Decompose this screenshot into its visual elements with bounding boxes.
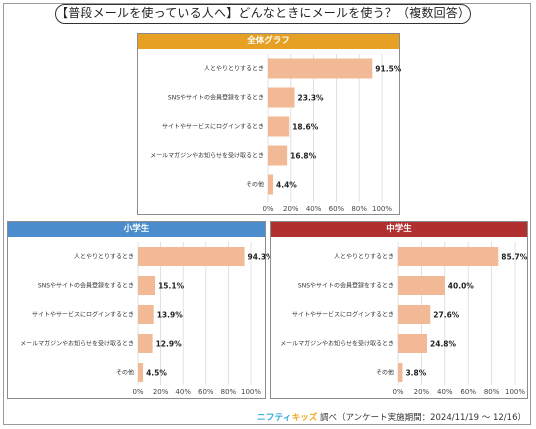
category-label: SNSやサイトの会員登録をするとき [298,282,394,290]
bar-value-label: 24.8% [430,340,457,349]
elementary-chart-header: 小学生 [8,222,265,237]
bar-value-label: 40.0% [448,282,475,291]
bar [398,247,499,266]
x-tick-label: 100% [505,388,525,396]
page-title: 【普段メールを使っている人へ】どんなときにメールを使う？（複数回答） [55,4,471,24]
x-tick-label: 20% [414,388,430,396]
x-tick-label: 0% [262,205,273,213]
overall-bar-chart: 0% 20% 40% 60% 80% 100% 91.5% 人とやりとりするとき 23.3% SN… [150,54,402,213]
elementary-bar-chart: 0% 20% 40% 60% 80% 100% 94.3% 人とやりとりするとき 15.1% SN… [20,242,274,396]
category-label: サイトやサービスにログインするとき [32,311,134,319]
bar-value-label: 15.1% [158,282,185,291]
category-label: サイトやサービスにログインするとき [292,311,394,319]
bar [268,58,373,79]
x-tick-label: 20% [283,205,299,213]
bar-value-label: 27.6% [433,311,460,320]
bar [138,247,245,266]
x-tick-label: 60% [198,388,214,396]
x-tick-label: 80% [221,388,237,396]
bar-value-label: 18.6% [292,123,319,132]
junior-bar-chart: 0% 20% 40% 60% 80% 100% 85.7% 人とやりとりするとき 40.0% SN… [280,242,528,396]
brand-name-kids: キッズ [291,413,318,423]
category-label: その他 [246,181,264,189]
bar [138,305,154,324]
bar [268,145,288,166]
category-label: 人とやりとりするとき [334,253,394,261]
x-tick-label: 80% [351,205,367,213]
overall-chart-header: 全体グラフ [138,34,399,49]
category-label: SNSやサイトの会員登録をするとき [38,282,134,290]
category-label: 人とやりとりするとき [74,253,134,261]
x-tick-label: 60% [460,388,476,396]
category-label: その他 [116,369,134,377]
x-tick-label: 0% [392,388,403,396]
bar [138,276,156,295]
bar-value-label: 4.4% [276,181,297,190]
bar-value-label: 3.8% [405,369,426,378]
category-label: メールマガジンやお知らせを受け取るとき [150,152,264,160]
bar-value-label: 85.7% [501,253,528,262]
bar-value-label: 16.8% [290,152,317,161]
x-tick-label: 60% [329,205,345,213]
category-label: メールマガジンやお知らせを受け取るとき [280,340,394,348]
bar-value-label: 23.3% [298,94,325,103]
source-credit: ニフティキッズ 調べ（アンケート実施期間：2024/11/19 ～ 12/16） [257,411,526,423]
bar [268,87,295,108]
bar [268,116,290,137]
survey-period-text: 調べ（アンケート実施期間：2024/11/19 ～ 12/16） [319,413,526,423]
bar [398,305,431,324]
junior-chart-header: 中学生 [271,222,527,237]
brand-name: ニフティ [257,413,292,423]
x-tick-label: 40% [437,388,453,396]
overall-chart-panel: 全体グラフ 0% 20% 40% 60% 80% 100% 91.5% 人とやりとりするとき 2… [137,33,402,215]
x-tick-label: 100% [241,388,261,396]
bar [138,363,144,382]
bar [398,363,403,382]
junior-chart-panel: 中学生 0% 20% 40% 60% 80% 100% 85.7% 人とやりとりするとき 40.… [270,221,528,399]
category-label: その他 [376,369,394,377]
category-label: サイトやサービスにログインするとき [162,123,264,131]
bar-value-label: 91.5% [375,65,402,74]
category-label: SNSやサイトの会員登録をするとき [168,94,264,102]
elementary-chart-panel: 小学生 0% 20% 40% 60% 80% 100% 94.3% 人とやりとりするとき 15.… [7,221,274,399]
category-label: メールマガジンやお知らせを受け取るとき [20,340,134,348]
bar-value-label: 4.5% [146,369,167,378]
x-tick-label: 100% [372,205,392,213]
bar-value-label: 13.9% [157,311,184,320]
x-tick-label: 40% [175,388,191,396]
bar-value-label: 12.9% [156,340,183,349]
bar [268,174,274,195]
x-tick-label: 20% [153,388,169,396]
bar [138,334,153,353]
x-tick-label: 80% [484,388,500,396]
bar [398,276,445,295]
x-tick-label: 0% [132,388,143,396]
category-label: 人とやりとりするとき [204,65,264,73]
bar-value-label: 94.3% [248,253,275,262]
x-tick-label: 40% [306,205,322,213]
bar [398,334,428,353]
